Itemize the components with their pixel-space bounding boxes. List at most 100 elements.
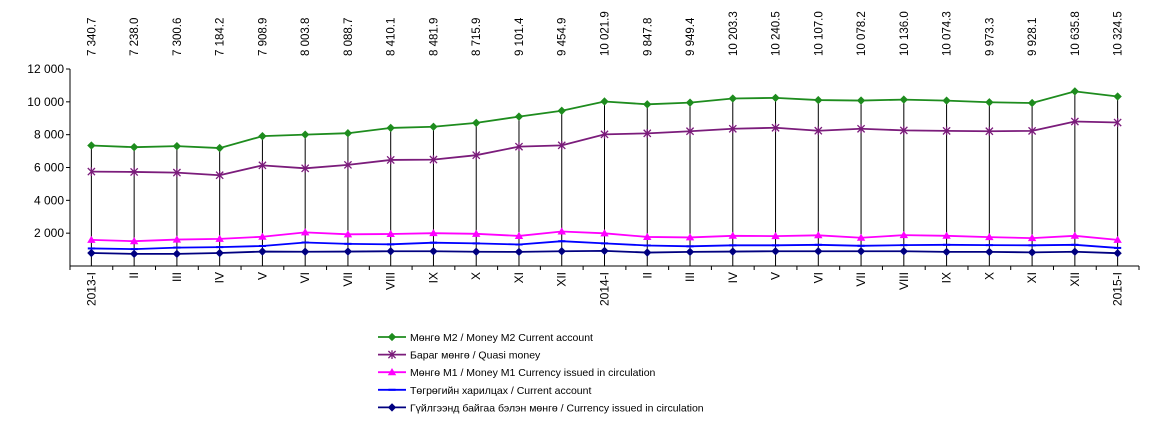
data-label: 9 973.3 [984,18,996,56]
data-label: 7 340.7 [86,18,98,56]
diamond-marker [429,247,438,256]
star-marker [685,126,695,136]
diamond-marker [643,100,652,109]
diamond-marker [600,97,609,106]
diamond-marker [643,248,652,257]
x-tick-label: VIII [384,272,398,290]
x-tick-label: XII [1068,272,1082,287]
x-tick-label: VIII [897,272,911,290]
diamond-marker [771,93,780,103]
diamond-marker [514,112,524,121]
diamond-marker [856,247,866,256]
x-tick-label: X [469,272,483,280]
legend-label: Бараг мөнгө / Quasi money [410,350,541,362]
x-tick-label: III [683,272,697,282]
triangle-marker [472,229,481,237]
diamond-marker [386,247,395,256]
star-marker [258,160,267,170]
triangle-marker [814,231,823,239]
chart-axes: 2 000 4 000 6 000 8 000 10 000 12 000 2013-I II… [27,62,1140,306]
star-marker [942,126,951,136]
x-tick-label: VI [298,272,312,283]
diamond-marker [387,403,397,412]
data-label: 10 074.3 [942,11,954,56]
data-labels: 7 340.7 7 238.0 7 300.6 7 184.2 7 908.9 8 003… [86,11,1124,56]
diamond-marker [301,130,310,139]
star-marker [130,167,139,177]
diamond-marker [172,141,182,151]
triangle-marker [129,237,139,245]
star-marker [429,155,438,165]
diamond-marker [1113,92,1122,101]
diamond-marker [343,247,353,256]
triangle-marker [258,232,267,240]
diamond-marker [129,143,139,152]
diamond-marker [557,247,566,256]
star-marker [1028,126,1037,136]
diamond-marker [215,248,224,258]
triangle-marker [87,235,96,243]
diamond-marker [258,131,267,141]
legend-label: Гүйлгээнд байгаа бэлэн мөнгө / Currency … [410,402,704,414]
y-tick-label: 12 000 [27,62,64,76]
x-tick-label: X [982,272,996,280]
star-marker [301,163,310,173]
diamond-marker [728,94,737,103]
data-label: 10 107.0 [813,11,825,56]
diamond-marker [814,247,823,256]
diamond-marker [985,98,994,107]
triangle-marker [1027,233,1037,242]
data-label: 10 324.5 [1113,11,1125,56]
diamond-marker [1113,249,1122,258]
x-tick-label: IX [426,272,440,283]
data-label: 9 949.4 [685,17,697,56]
triangle-marker [343,230,353,238]
data-label: 9 101.4 [514,17,526,56]
diamond-marker [258,247,267,256]
y-tick-label: 4 000 [34,193,64,207]
data-label: 8 410.1 [386,18,398,56]
triangle-marker [172,235,182,243]
x-tick-label: XII [555,272,569,287]
star-marker [472,150,481,160]
star-marker [386,155,395,165]
triangle-marker [771,231,780,240]
x-tick-label: XI [1025,272,1039,283]
triangle-marker [899,230,909,239]
diamond-marker [685,247,695,257]
legend-label: Мөнгө М1 / Money M1 Currency issued in c… [410,367,656,379]
x-tick-label: VII [341,272,355,287]
x-tick-label: III [170,272,184,282]
star-marker [728,124,737,134]
star-marker [514,142,524,152]
star-marker [643,128,652,138]
x-tick-label: XI [512,272,526,283]
triangle-marker [514,231,524,239]
diamond-marker [899,247,908,256]
drop-lines [90,91,1119,266]
triangle-marker [1113,235,1122,243]
x-tick-label: II [127,272,141,279]
diamond-marker [1070,87,1080,96]
diamond-marker [942,96,951,105]
diamond-marker [301,247,310,256]
x-tick-label: V [769,272,783,280]
legend-label: Мөнгө М2 / Money M2 Current account [410,332,593,344]
triangle-marker [728,231,737,239]
star-marker [1070,117,1079,126]
x-tick-label: VII [854,272,868,287]
legend-label: Төгрөгийн харилцах / Current account [410,385,591,397]
star-marker [771,123,780,133]
data-label: 8 715.9 [471,18,483,56]
triangle-marker [600,229,609,237]
triangle-marker [215,234,224,242]
data-label: 10 240.5 [771,11,783,56]
data-label: 10 021.9 [600,11,612,56]
y-tick-label: 6 000 [34,161,64,175]
star-marker [1113,118,1122,127]
triangle-marker [643,232,652,240]
triangle-marker [685,233,695,241]
y-tick-label: 8 000 [34,128,64,142]
data-label: 10 203.3 [728,11,740,56]
